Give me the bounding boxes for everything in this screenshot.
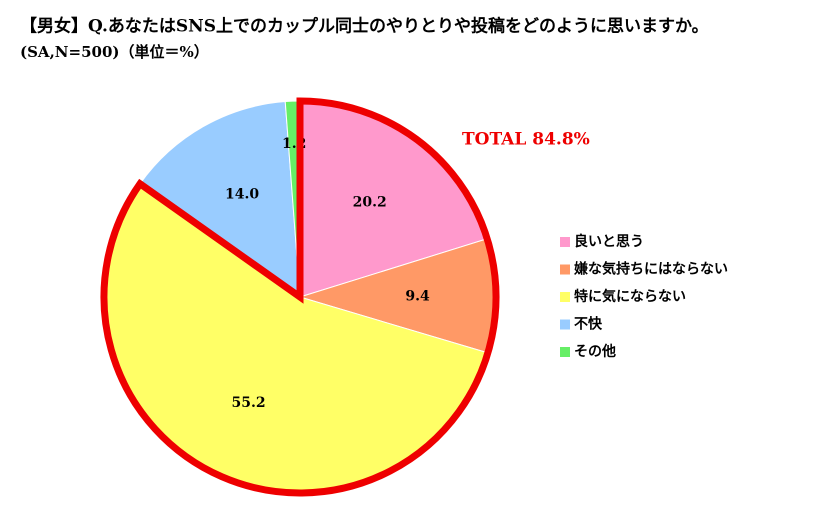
legend-swatch [560, 264, 570, 275]
legend-label: 特に気にならない [574, 288, 686, 305]
data-label: 20.2 [353, 194, 387, 210]
legend-label: 嫌な気持ちにはならない [574, 261, 728, 278]
legend-swatch [560, 347, 570, 357]
legend-label: 良いと思う [574, 233, 644, 250]
data-label: 9.4 [405, 288, 430, 304]
data-label: 14.0 [225, 187, 259, 203]
data-label: 55.2 [232, 395, 266, 411]
chart-title: 【男女】Q.あなたはSNS上でのカップル同士のやりとりや投稿をどのように思います… [20, 16, 709, 37]
legend-swatch [560, 237, 570, 247]
pie-slice [139, 101, 301, 299]
highlight-label: TOTAL 84.8% [462, 130, 590, 150]
highlight-outline [100, 97, 500, 497]
legend-label: その他 [574, 343, 616, 360]
legend-label: 不快 [574, 316, 603, 333]
legend-swatch [560, 319, 570, 330]
legend-swatch [560, 292, 570, 302]
chart-subtitle: (SA,N=500)（単位＝%） [20, 43, 209, 61]
